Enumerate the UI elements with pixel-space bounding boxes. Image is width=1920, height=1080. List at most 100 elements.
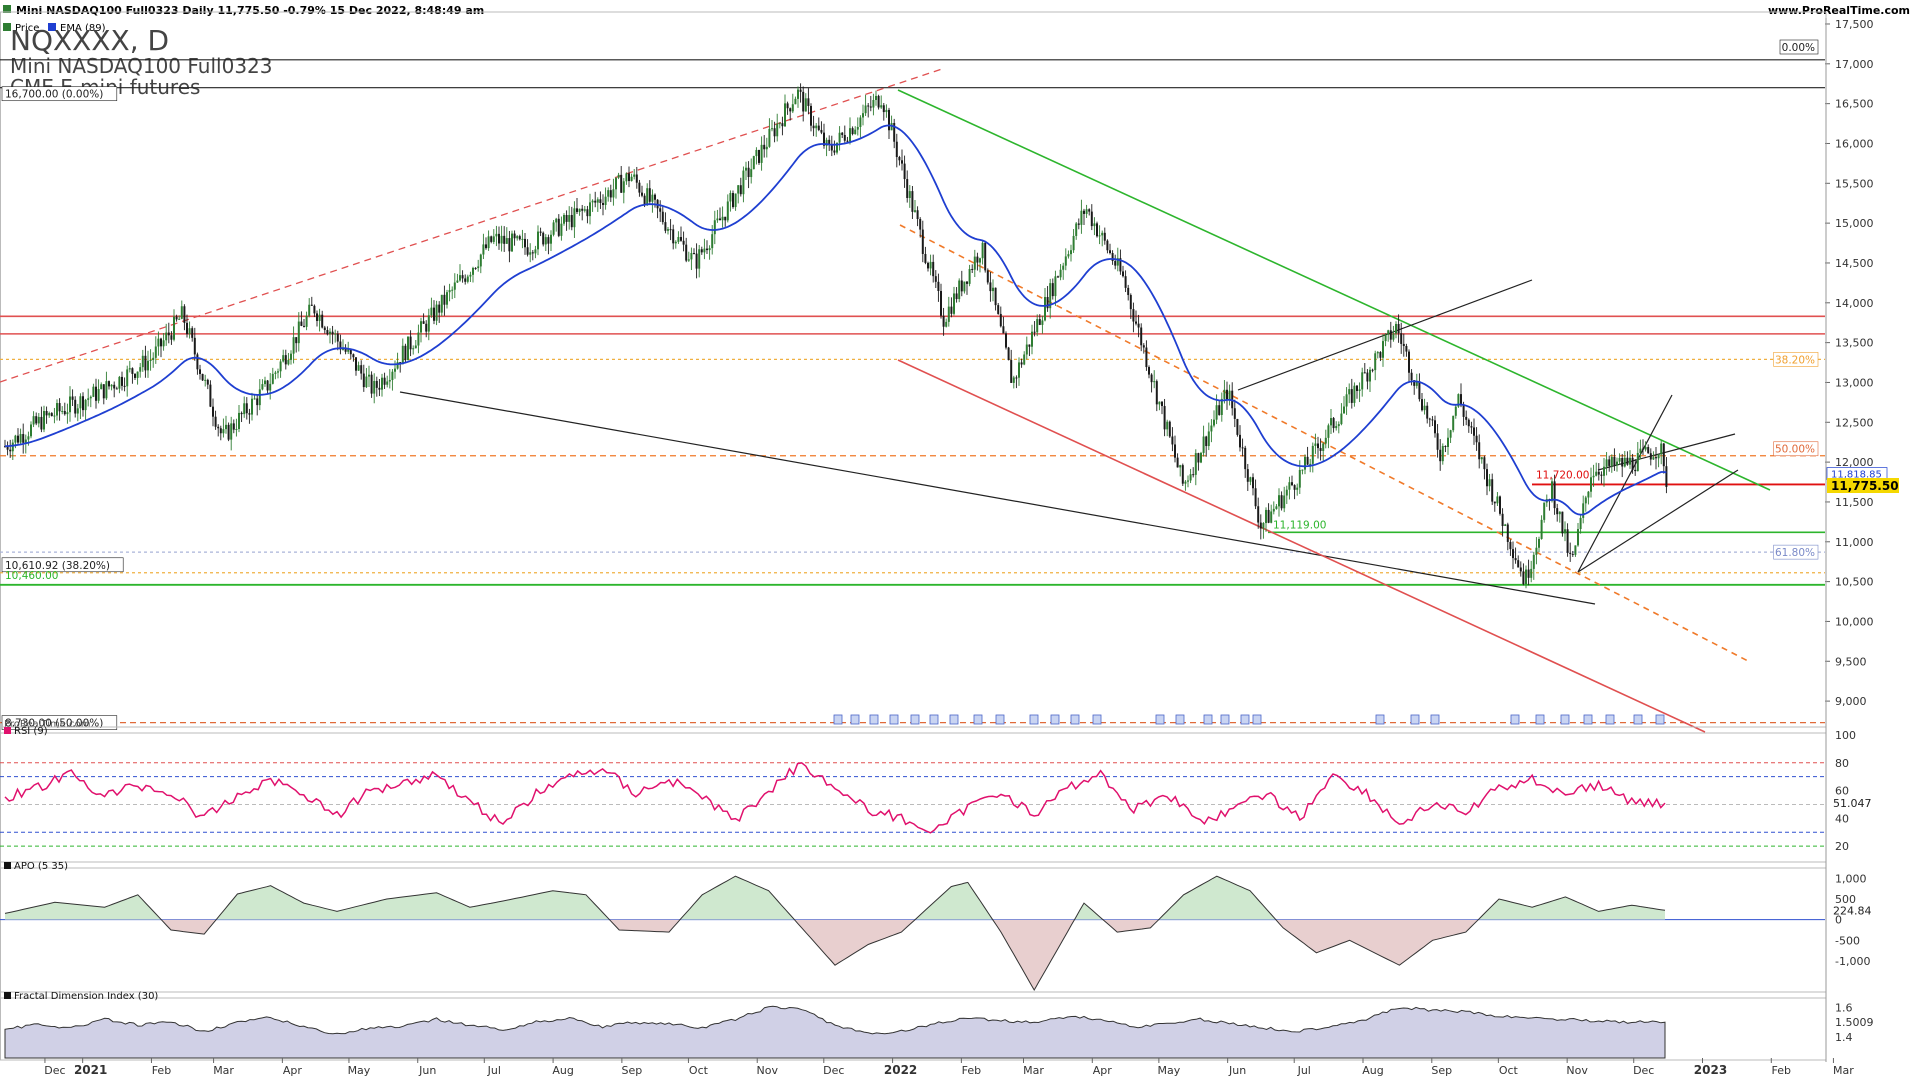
apo-y-tick-label: 500	[1835, 893, 1856, 906]
x-tick-label: Feb	[962, 1064, 981, 1077]
candle-body	[115, 388, 118, 390]
ema-legend-label: EMA (89)	[60, 23, 106, 34]
candle-body	[1434, 420, 1436, 434]
candle-body	[739, 185, 742, 195]
candle-body	[1449, 430, 1452, 438]
candle-body	[1483, 457, 1486, 470]
candle-body	[222, 429, 225, 434]
candle-body	[1254, 488, 1257, 507]
candle-body	[1345, 394, 1348, 407]
candle-body	[1332, 418, 1335, 429]
candle-body	[919, 219, 922, 230]
candle-body	[360, 365, 363, 374]
candle-body	[729, 193, 732, 202]
candle-body	[235, 429, 238, 431]
candle-body	[251, 398, 253, 415]
price-y-tick-label: 14,500	[1835, 257, 1874, 270]
candle-body	[318, 314, 321, 321]
candle-body	[136, 371, 139, 378]
candle-body	[771, 128, 773, 130]
candle-body	[1129, 295, 1132, 310]
price-y-tick-label: 13,500	[1835, 337, 1874, 350]
candle-body	[1124, 276, 1127, 288]
candle-body	[485, 244, 487, 249]
event-marker-icon	[833, 714, 843, 725]
candle-body	[1423, 405, 1426, 411]
candle-body	[368, 374, 370, 377]
event-marker-icon	[1240, 714, 1250, 725]
candle-body	[297, 321, 300, 344]
candle-body	[1241, 447, 1244, 449]
candle-body	[329, 331, 331, 335]
candle-body	[1400, 333, 1403, 344]
candle-body	[121, 376, 123, 386]
candle-body	[300, 321, 303, 326]
price-y-tick-label: 10,500	[1835, 576, 1874, 589]
candle-body	[1038, 319, 1041, 325]
candle-body	[929, 261, 932, 269]
candle-body	[128, 368, 131, 370]
candle-body	[74, 399, 77, 414]
price-panel[interactable]: 17,500 17,000 16,500 16,000 15,500 15,000 14,5…	[0, 11, 1899, 734]
candle-body	[388, 380, 391, 382]
candle-body	[690, 253, 693, 260]
price-y-tick-label: 9,500	[1835, 655, 1867, 668]
candle-body	[880, 105, 883, 108]
lower-wedge-line	[399, 391, 1596, 605]
candle-body	[628, 173, 630, 182]
candle-body	[768, 128, 771, 147]
rsi-panel[interactable]: RSI (9) 100 80 60 40 20 51.047	[0, 726, 1872, 869]
candle-body	[638, 182, 641, 193]
candle-body	[362, 373, 365, 388]
fdi-panel[interactable]: Fractal Dimension Index (30) 1.6 1.5009 1.4	[0, 991, 1874, 1061]
candle-body	[893, 123, 896, 142]
apo-panel[interactable]: APO (5 35) 1,000 500 0 -500 -1,000 224.84	[0, 861, 1872, 999]
candle-body	[911, 191, 914, 212]
candle-body	[1291, 482, 1293, 486]
candle-body	[734, 193, 737, 208]
candle-body	[1025, 344, 1028, 355]
candle-body	[1161, 401, 1163, 407]
candle-body	[659, 208, 662, 212]
price-y-tick-label: 14,000	[1835, 297, 1874, 310]
candle-body	[147, 360, 149, 371]
candle-body	[466, 276, 469, 282]
symbol-label: NQXXXX, D	[10, 24, 169, 57]
candle-body	[347, 349, 350, 352]
candle-body	[737, 185, 740, 194]
candle-body	[391, 371, 394, 381]
candle-body	[784, 103, 786, 127]
candles-group	[4, 83, 1668, 589]
candle-body	[440, 294, 443, 313]
candle-body	[1652, 457, 1655, 460]
candle-body	[971, 268, 974, 270]
candle-body	[1046, 297, 1049, 309]
candle-body	[1493, 501, 1496, 504]
candle-body	[492, 236, 495, 242]
x-tick-label: May	[1157, 1064, 1180, 1077]
candle-body	[882, 105, 885, 113]
candle-body	[461, 275, 464, 279]
candle-body	[1249, 477, 1252, 482]
chart-header: Mini NASDAQ100 Full0323 Daily 11,775.50 …	[3, 4, 1910, 17]
candle-body	[131, 368, 134, 374]
candle-body	[1142, 345, 1145, 348]
candle-body	[781, 123, 784, 127]
green-downtrend-line	[897, 89, 1771, 491]
x-tick-label: Oct	[1499, 1064, 1519, 1077]
candle-body	[648, 188, 651, 202]
candle-body	[40, 416, 43, 430]
candle-body	[1504, 524, 1507, 527]
candle-body	[225, 424, 227, 430]
candle-body	[186, 322, 188, 335]
candle-body	[451, 289, 454, 291]
candle-body	[160, 338, 162, 347]
candle-body	[511, 233, 513, 252]
candle-body	[1322, 443, 1325, 451]
candle-body	[914, 210, 916, 212]
candle-body	[464, 278, 467, 282]
candle-body	[1465, 416, 1468, 420]
price-y-tick-label: 11,000	[1835, 536, 1874, 549]
candle-body	[383, 377, 386, 385]
